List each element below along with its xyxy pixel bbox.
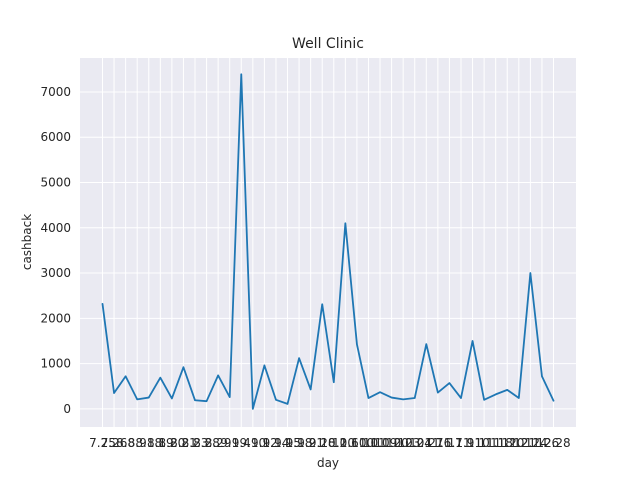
data-point (541, 375, 543, 377)
x-tick-label: 8.9 (128, 436, 147, 450)
data-point (252, 408, 254, 410)
x-tick-label: 11.10 (455, 436, 489, 450)
x-tick-label: 11.18 (478, 436, 512, 450)
x-axis-label: day (317, 456, 339, 470)
x-tick-label: 11.7 (436, 436, 463, 450)
data-point (471, 340, 474, 342)
x-tick-label: 9.4 (232, 436, 251, 450)
x-tick-label: 10.11 (351, 436, 385, 450)
x-tick-label: 10.19 (363, 436, 397, 450)
x-tick-label: 9.1 (220, 436, 239, 450)
y-tick-label: 2000 (40, 311, 71, 325)
data-point (552, 400, 555, 402)
x-tick-label: 9.28 (309, 436, 336, 450)
x-tick-label: 8.28 (193, 436, 220, 450)
data-point (321, 303, 323, 305)
data-point (298, 357, 300, 359)
chart-title: Well Clinic (292, 36, 364, 52)
data-point (310, 388, 312, 391)
x-tick-label: 9.10 (239, 436, 266, 450)
data-point (286, 403, 289, 405)
data-point (148, 396, 150, 399)
y-tick-label: 1000 (40, 357, 71, 371)
y-tick-label: 7000 (40, 85, 71, 99)
x-tick-label: 11.9 (448, 436, 475, 450)
data-point (101, 303, 104, 305)
plot-area (80, 58, 576, 427)
x-tick-label: 9.18 (286, 436, 313, 450)
y-tick-label: 6000 (40, 130, 71, 144)
x-tick-label: 9.12 (251, 436, 278, 450)
data-point (240, 73, 242, 75)
data-point (529, 272, 531, 274)
data-point (367, 397, 370, 399)
data-point (194, 399, 196, 401)
data-point (344, 222, 346, 224)
x-tick-label: 10.23 (386, 436, 420, 450)
x-tick-label: 9.14 (263, 436, 290, 450)
y-tick-label: 5000 (40, 176, 71, 190)
x-tick-label: 12.26 (525, 436, 559, 450)
data-point (333, 381, 335, 383)
data-point (483, 399, 485, 401)
y-tick-label: 3000 (40, 266, 71, 280)
y-tick-label: 4000 (40, 221, 71, 235)
data-point (518, 397, 520, 399)
x-tick-label: 11.6 (424, 436, 451, 450)
data-point (263, 364, 265, 367)
x-tick-label: 10.2 (320, 436, 347, 450)
x-tick-label: 10.20 (374, 436, 408, 450)
x-tick-label: 11.20 (490, 436, 524, 450)
data-point (136, 398, 138, 400)
data-point (113, 392, 115, 394)
x-tick-label: 8.21 (170, 436, 197, 450)
data-point (229, 396, 231, 398)
x-tick-label: 12.28 (536, 436, 570, 450)
x-tick-label: 10.24 (398, 436, 432, 450)
x-tick-label: 8.18 (135, 436, 162, 450)
data-point (402, 398, 404, 400)
y-tick-label: 0 (63, 402, 71, 416)
data-point (356, 343, 358, 345)
data-point (506, 389, 508, 391)
y-axis-label: cashback (20, 214, 34, 270)
data-point (275, 399, 277, 401)
data-point (379, 391, 381, 393)
x-tick-label: 10.27 (409, 436, 443, 450)
x-tick-label: 8.19 (147, 436, 174, 450)
data-point (414, 397, 416, 399)
data-point (448, 382, 451, 384)
data-point (425, 343, 427, 345)
x-tick-label: 11.11 (467, 436, 501, 450)
x-tick-label: 9.21 (297, 436, 324, 450)
x-tick-label: 8.20 (159, 436, 186, 450)
x-tick-label: 10.6 (332, 436, 359, 450)
data-point (495, 393, 497, 396)
series-line-path (101, 73, 555, 410)
data-point (460, 397, 462, 399)
data-point (437, 391, 439, 394)
data-point (159, 377, 161, 379)
data-point (391, 396, 393, 399)
data-point (205, 400, 208, 402)
series-line (101, 73, 555, 410)
x-tick-label: 7.25 (89, 436, 116, 450)
data-point (125, 375, 127, 377)
x-tick-label: 8.29 (205, 436, 232, 450)
x-tick-label: 12.14 (513, 436, 547, 450)
y-tick-labels: 0 1000 2000 3000 4000 5000 6000 7000 (40, 85, 71, 416)
data-point (182, 366, 185, 368)
x-tick-label: 11.21 (502, 436, 536, 450)
x-tick-label: 7.26 (101, 436, 128, 450)
x-tick-labels: 7.257.268.88.98.188.198.208.218.238.288.… (89, 436, 571, 450)
x-tick-label: 10.10 (340, 436, 374, 450)
data-point (171, 397, 173, 400)
x-tick-label: 8.23 (182, 436, 209, 450)
data-point (217, 374, 219, 376)
x-tick-label: 8.8 (116, 436, 135, 450)
x-tick-label: 9.15 (274, 436, 301, 450)
